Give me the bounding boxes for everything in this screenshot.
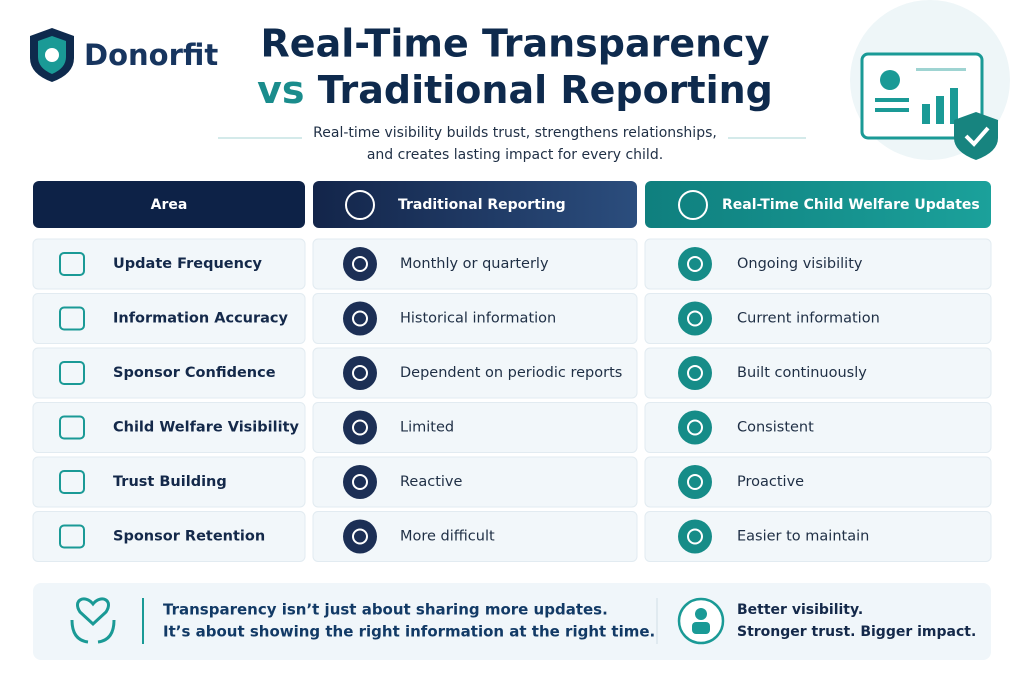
row-cell [32, 293, 306, 344]
row-cell [312, 238, 638, 290]
header-icon [678, 190, 708, 220]
realtime-icon-inner [687, 365, 703, 381]
traditional-cell: Reactive [400, 474, 462, 490]
footer-icon [70, 597, 116, 644]
traditional-cell: More difficult [400, 529, 495, 545]
traditional-icon [343, 519, 377, 554]
traditional-icon [343, 465, 377, 499]
row-cell [644, 456, 992, 508]
realtime-icon-inner [687, 256, 703, 272]
row-cell [644, 402, 992, 453]
table-body: Update Frequency Monthly or quarterly Ongo… [32, 238, 992, 562]
area-icon [59, 415, 85, 440]
area-label: Trust Building [113, 474, 227, 490]
footer-box [33, 583, 991, 660]
subtitle: Real-time visibility builds trust, stren… [313, 125, 717, 141]
traditional-icon [343, 410, 377, 445]
brand: Donorfit [84, 38, 218, 72]
area-icon [59, 524, 85, 549]
traditional-icon [343, 247, 377, 281]
header-cell [33, 181, 305, 228]
traditional-icon-inner [352, 474, 368, 490]
header-text: Real-Time Child Welfare Updates [722, 197, 980, 213]
realtime-icon [678, 301, 712, 336]
row-cell [312, 347, 638, 399]
header-text: Traditional Reporting [398, 197, 566, 213]
title-rest: Traditional Reporting [318, 68, 773, 112]
footer-icon [692, 622, 710, 634]
realtime-icon-inner [687, 474, 703, 490]
row-cell [644, 511, 992, 562]
row-cell [644, 238, 992, 290]
row-cell [312, 511, 638, 562]
logo [30, 28, 74, 82]
footer-quote: Transparency isn’t just about sharing mo… [163, 601, 608, 619]
realtime-icon [678, 356, 712, 390]
row-cell [32, 402, 306, 453]
traditional-cell: Historical information [400, 311, 556, 327]
row-cell [312, 293, 638, 344]
realtime-icon-inner [687, 419, 703, 436]
area-icon [59, 361, 85, 385]
footer-tagline: Better visibility. [737, 602, 863, 618]
row-cell [32, 511, 306, 562]
row-cell [644, 293, 992, 344]
title-vs: vs [257, 68, 304, 112]
realtime-icon [678, 465, 712, 499]
realtime-icon [678, 519, 712, 554]
title-line: Real-Time Transparency [261, 22, 770, 66]
traditional-icon-inner [352, 310, 368, 327]
title-line: vs Traditional Reporting [257, 68, 773, 112]
area-label: Child Welfare Visibility [113, 420, 299, 436]
illustration [850, 0, 1010, 160]
realtime-cell: Easier to maintain [737, 529, 869, 545]
traditional-icon-inner [352, 528, 368, 545]
realtime-icon [678, 410, 712, 445]
area-icon [59, 252, 85, 276]
realtime-icon [678, 247, 712, 281]
realtime-cell: Consistent [737, 420, 814, 436]
traditional-icon-inner [352, 256, 368, 272]
traditional-icon-inner [352, 419, 368, 436]
header-icon [345, 190, 375, 220]
area-icon [59, 306, 85, 331]
header-text: Area [151, 197, 188, 213]
area-label: Sponsor Confidence [113, 365, 276, 381]
area-label: Information Accuracy [113, 311, 289, 327]
realtime-cell: Built continuously [737, 365, 867, 381]
footer-tagline: Stronger trust. Bigger impact. [737, 624, 976, 640]
realtime-icon-inner [687, 310, 703, 327]
realtime-icon-inner [687, 528, 703, 545]
traditional-cell: Monthly or quarterly [400, 256, 549, 272]
realtime-cell: Ongoing visibility [737, 256, 863, 272]
realtime-cell: Current information [737, 311, 880, 327]
header-cell [645, 181, 991, 228]
area-icon [59, 470, 85, 494]
area-label: Sponsor Retention [113, 529, 265, 545]
traditional-icon [343, 356, 377, 390]
row-cell [644, 347, 992, 399]
row-cell [32, 456, 306, 508]
footer-quote: It’s about showing the right information… [163, 623, 655, 641]
traditional-icon-inner [352, 365, 368, 381]
traditional-icon [343, 301, 377, 336]
traditional-cell: Dependent on periodic reports [400, 365, 622, 381]
footer-icon [677, 597, 725, 645]
header-cell [313, 181, 637, 228]
area-label: Update Frequency [113, 256, 263, 272]
footer-icon [695, 608, 707, 620]
row-cell [32, 347, 306, 399]
traditional-cell: Limited [400, 420, 454, 436]
subtitle: and creates lasting impact for every chi… [367, 147, 663, 163]
row-cell [312, 402, 638, 453]
row-cell [312, 456, 638, 508]
realtime-cell: Proactive [737, 474, 804, 490]
row-cell [32, 238, 306, 290]
